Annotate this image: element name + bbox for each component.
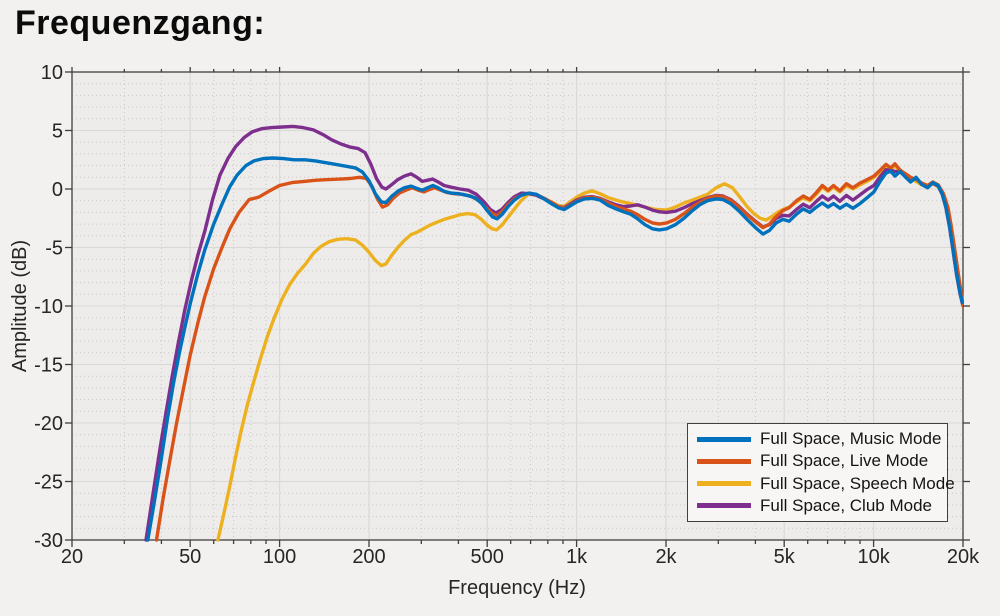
x-tick-label: 1k	[566, 546, 588, 568]
legend-item-speech-mode: Full Space, Speech Mode	[688, 474, 955, 494]
legend-line-swatch-blue	[697, 436, 751, 442]
y-tick-label: 10	[41, 62, 63, 84]
x-tick-label: 100	[263, 546, 296, 568]
legend-line-swatch-yellow	[697, 481, 751, 487]
x-tick-label: 20	[61, 546, 83, 568]
legend: Full Space, Music Mode Full Space, Live …	[687, 423, 955, 522]
legend-label: Full Space, Speech Mode	[760, 473, 955, 493]
x-tick-label: 500	[471, 546, 504, 568]
x-tick-label: 2k	[655, 546, 677, 568]
legend-line-swatch-red	[697, 458, 751, 464]
legend-line-swatch-purple	[697, 503, 751, 509]
legend-item-club-mode: Full Space, Club Mode	[688, 496, 947, 516]
legend-label: Full Space, Music Mode	[760, 429, 942, 449]
x-tick-label: 20k	[947, 546, 980, 568]
minor-gridlines	[72, 72, 963, 540]
y-tick-label: -15	[34, 355, 63, 377]
y-tick-label: -5	[45, 238, 63, 260]
y-tick-label: -10	[34, 296, 63, 318]
y-tick-label: -25	[34, 472, 63, 494]
x-tick-label: 5k	[774, 546, 796, 568]
x-tick-label: 50	[179, 546, 201, 568]
y-tick-label: -30	[34, 530, 63, 552]
x-tick-label: 10k	[857, 546, 890, 568]
x-tick-label: 200	[352, 546, 385, 568]
legend-item-music-mode: Full Space, Music Mode	[688, 429, 947, 449]
tick-labels: 20 50 100 200 500 1k 2k 5k 10k 20k1050-5-10-15-20…	[34, 62, 980, 568]
curve-music-mode	[146, 156, 964, 542]
x-axis-label: Frequency (Hz)	[448, 577, 586, 599]
curves	[144, 124, 964, 542]
legend-label: Full Space, Live Mode	[760, 451, 929, 471]
tick-marks	[65, 67, 970, 547]
page-title: Frequenzgang:	[15, 4, 266, 42]
y-tick-label: 5	[52, 121, 63, 143]
y-tick-label: 0	[52, 179, 63, 201]
legend-label: Full Space, Club Mode	[760, 495, 932, 515]
y-tick-label: -20	[34, 413, 63, 435]
y-axis-label: Amplitude (dB)	[9, 240, 31, 372]
legend-item-live-mode: Full Space, Live Mode	[688, 451, 947, 471]
